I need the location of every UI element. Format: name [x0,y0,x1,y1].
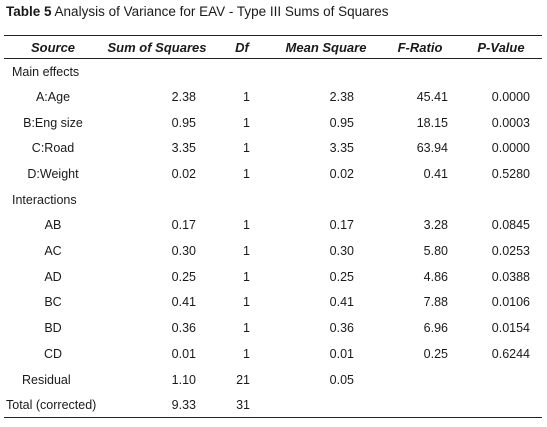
header-df: Df [212,35,272,59]
anova-table: Source Sum of Squares Df Mean Square F-R… [4,35,542,418]
residual-df: 21 [236,372,250,387]
total-sum-of-squares: 9.33 [102,392,212,418]
row-source: C:Road [31,141,75,156]
section-row-main-effects: Main effects [4,59,542,85]
row-f-ratio: 4.86 [423,269,448,284]
total-row: Total (corrected) 9.33 31 [4,392,542,418]
table-caption: Table 5 Analysis of Variance for EAV - T… [6,4,388,19]
section-label-main-effects: Main effects [12,64,80,79]
row-sum-of-squares: 2.38 [171,89,196,104]
row-source: BC [44,295,62,310]
table-row: A:Age 2.38 1 2.38 45.41 0.0000 [4,84,542,110]
table-row: B:Eng size 0.95 1 0.95 18.15 0.0003 [4,110,542,136]
table-row: AD 0.25 1 0.25 4.86 0.0388 [4,264,542,290]
row-p-value: 0.0000 [491,141,530,156]
row-f-ratio: 45.41 [416,89,448,104]
row-mean-square: 0.25 [329,269,354,284]
row-sum-of-squares: 0.95 [171,115,196,130]
row-mean-square: 0.36 [329,321,354,336]
row-f-ratio: 5.80 [423,243,448,258]
header-f-ratio: F-Ratio [380,35,460,59]
row-mean-square: 0.95 [329,115,354,130]
row-source: BD [44,321,62,336]
residual-row: Residual 1.10 21 0.05 [4,367,542,393]
row-p-value: 0.0253 [491,243,530,258]
row-p-value: 0.0845 [491,218,530,233]
table-row: C:Road 3.35 1 3.35 63.94 0.0000 [4,136,542,162]
residual-mean-square: 0.05 [329,372,354,387]
row-source: B:Eng size [23,115,83,130]
row-p-value: 0.0000 [491,89,530,104]
row-sum-of-squares: 3.35 [171,141,196,156]
row-p-value: 0.0154 [491,321,530,336]
table-title: Analysis of Variance for EAV - Type III … [54,4,389,19]
header-row: Source Sum of Squares Df Mean Square F-R… [4,35,542,59]
row-source: A:Age [35,89,71,104]
row-df: 1 [243,167,250,182]
row-sum-of-squares: 0.17 [171,218,196,233]
row-sum-of-squares: 0.30 [171,243,196,258]
table-number: Table 5 [6,4,52,19]
row-sum-of-squares: 0.25 [171,269,196,284]
row-f-ratio: 7.88 [423,295,448,310]
section-row-interactions: Interactions [4,187,542,212]
row-mean-square: 0.01 [329,347,354,362]
row-p-value: 0.0003 [491,115,530,130]
row-source: AB [44,218,62,233]
table-row: CD 0.01 1 0.01 0.25 0.6244 [4,341,542,367]
row-f-ratio: 0.41 [423,167,448,182]
row-source: CD [43,347,63,362]
row-p-value: 0.6244 [491,347,530,362]
header-p-value: P-Value [460,35,542,59]
total-df: 31 [212,392,272,418]
row-source: AC [44,243,62,258]
row-sum-of-squares: 0.01 [171,347,196,362]
row-df: 1 [243,141,250,156]
row-p-value: 0.0106 [491,295,530,310]
table-row: BC 0.41 1 0.41 7.88 0.0106 [4,290,542,316]
row-source: D:Weight [27,167,79,182]
table-row: D:Weight 0.02 1 0.02 0.41 0.5280 [4,161,542,187]
row-mean-square: 0.02 [329,167,354,182]
row-f-ratio: 3.28 [423,218,448,233]
residual-label: Residual [22,372,71,387]
row-df: 1 [243,295,250,310]
row-df: 1 [243,347,250,362]
total-label: Total (corrected) [4,392,102,418]
row-mean-square: 0.41 [329,295,354,310]
row-f-ratio: 0.25 [423,347,448,362]
row-source: AD [44,269,62,284]
header-mean-square: Mean Square [272,35,380,59]
table-row: AC 0.30 1 0.30 5.80 0.0253 [4,238,542,264]
residual-sum-of-squares: 1.10 [171,372,196,387]
row-f-ratio: 63.94 [416,141,448,156]
table-row: BD 0.36 1 0.36 6.96 0.0154 [4,315,542,341]
row-df: 1 [243,89,250,104]
row-p-value: 0.0388 [491,269,530,284]
row-sum-of-squares: 0.02 [171,167,196,182]
row-f-ratio: 18.15 [416,115,448,130]
header-source: Source [4,35,102,59]
header-sum-of-squares: Sum of Squares [102,35,212,59]
row-mean-square: 3.35 [329,141,354,156]
row-mean-square: 0.30 [329,243,354,258]
row-sum-of-squares: 0.41 [171,295,196,310]
row-df: 1 [243,321,250,336]
row-df: 1 [243,243,250,258]
row-mean-square: 2.38 [329,89,354,104]
table-row: AB 0.17 1 0.17 3.28 0.0845 [4,212,542,238]
section-label-interactions: Interactions [12,192,77,207]
row-f-ratio: 6.96 [423,321,448,336]
row-df: 1 [243,218,250,233]
row-df: 1 [243,115,250,130]
row-sum-of-squares: 0.36 [171,321,196,336]
row-mean-square: 0.17 [329,218,354,233]
row-p-value: 0.5280 [491,167,530,182]
row-df: 1 [243,269,250,284]
